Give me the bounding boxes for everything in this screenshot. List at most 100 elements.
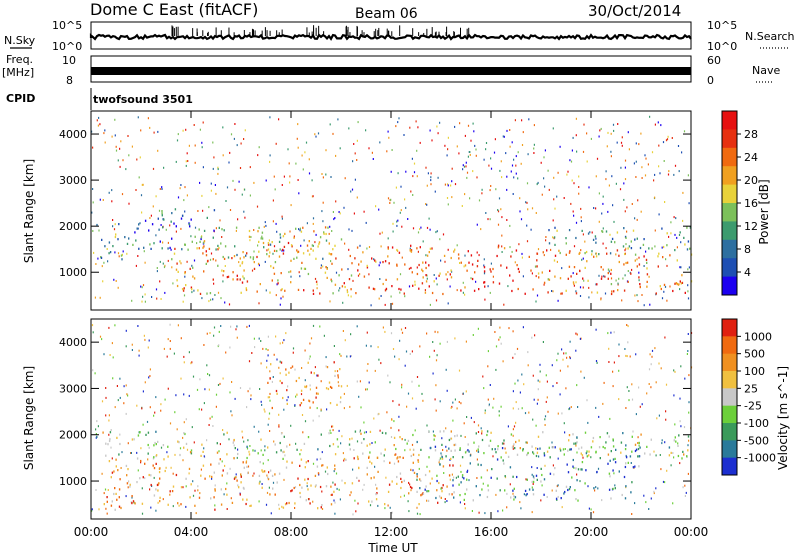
band-echo bbox=[143, 246, 145, 249]
sparse-echo bbox=[244, 129, 246, 132]
sparse-echo bbox=[356, 380, 358, 383]
band-echo bbox=[632, 229, 635, 232]
band-echo bbox=[260, 237, 262, 240]
band-echo bbox=[519, 447, 521, 450]
sparse-echo bbox=[352, 513, 354, 516]
band-echo bbox=[646, 285, 648, 288]
band-echo bbox=[220, 242, 222, 245]
sparse-echo bbox=[527, 153, 529, 156]
band-echo bbox=[330, 253, 332, 256]
band-echo bbox=[610, 497, 612, 500]
band-echo bbox=[515, 440, 517, 444]
band-echo bbox=[279, 236, 282, 239]
band-echo bbox=[222, 469, 224, 472]
sparse-echo bbox=[262, 462, 264, 465]
sparse-echo bbox=[601, 499, 603, 502]
sparse-echo bbox=[658, 144, 660, 147]
sparse-echo bbox=[396, 220, 398, 223]
sparse-echo bbox=[300, 244, 302, 247]
band-echo bbox=[320, 506, 322, 509]
sparse-echo bbox=[278, 118, 280, 121]
sparse-echo bbox=[343, 407, 345, 410]
band-echo bbox=[387, 246, 389, 249]
sparse-echo bbox=[183, 421, 185, 424]
sparse-echo bbox=[641, 294, 643, 296]
sparse-echo bbox=[654, 123, 656, 126]
sparse-echo bbox=[661, 442, 663, 445]
sparse-echo bbox=[488, 403, 490, 406]
sparse-echo bbox=[493, 151, 496, 154]
band-echo bbox=[532, 451, 534, 454]
band-echo bbox=[625, 236, 627, 239]
sparse-echo bbox=[498, 410, 500, 413]
sparse-echo bbox=[367, 363, 369, 365]
band-echo bbox=[504, 489, 506, 492]
sparse-echo bbox=[380, 362, 382, 365]
band-echo bbox=[569, 486, 571, 489]
sparse-echo bbox=[157, 130, 159, 133]
sparse-echo bbox=[592, 511, 595, 514]
sparse-echo bbox=[439, 121, 441, 124]
band-echo bbox=[606, 432, 609, 435]
band-echo bbox=[569, 250, 571, 253]
sparse-echo bbox=[467, 124, 470, 127]
band-echo bbox=[549, 456, 551, 459]
band-echo bbox=[413, 471, 416, 474]
band-echo bbox=[299, 464, 301, 467]
band-echo bbox=[346, 291, 349, 294]
band-echo bbox=[369, 460, 371, 463]
sparse-echo bbox=[512, 330, 514, 333]
sparse-echo bbox=[225, 200, 227, 202]
band-echo bbox=[461, 456, 464, 459]
sparse-echo bbox=[429, 129, 431, 132]
band-echo bbox=[533, 477, 535, 480]
sparse-echo bbox=[301, 414, 304, 416]
sparse-echo bbox=[578, 175, 580, 178]
band-echo bbox=[285, 373, 287, 376]
nave-tick-top: 60 bbox=[707, 54, 721, 67]
sparse-echo bbox=[635, 160, 637, 163]
sparse-echo bbox=[664, 201, 666, 203]
band-echo bbox=[106, 496, 108, 499]
sparse-echo bbox=[141, 300, 143, 303]
sparse-echo bbox=[235, 328, 237, 331]
sparse-echo bbox=[267, 335, 269, 338]
sparse-echo bbox=[213, 156, 215, 159]
band-echo bbox=[536, 478, 538, 481]
band-echo bbox=[396, 457, 398, 460]
sparse-echo bbox=[445, 427, 447, 430]
sparse-echo bbox=[546, 496, 548, 498]
sparse-echo bbox=[458, 369, 461, 372]
sparse-echo bbox=[346, 355, 348, 358]
sparse-echo bbox=[419, 141, 421, 144]
band-echo bbox=[327, 387, 330, 391]
band-echo bbox=[374, 441, 376, 444]
band-echo bbox=[614, 461, 617, 464]
sparse-echo bbox=[613, 331, 615, 334]
sparse-echo bbox=[295, 162, 297, 165]
sparse-echo bbox=[605, 170, 607, 173]
band-echo bbox=[403, 479, 405, 482]
sparse-echo bbox=[463, 265, 465, 268]
band-echo bbox=[536, 259, 538, 262]
band-echo bbox=[620, 441, 623, 444]
sparse-echo bbox=[476, 251, 478, 254]
sparse-echo bbox=[595, 252, 597, 255]
band-echo bbox=[274, 261, 277, 264]
band-echo bbox=[214, 489, 216, 492]
sparse-echo bbox=[356, 159, 358, 161]
nsky-label: N.Sky bbox=[4, 34, 36, 47]
band-echo bbox=[179, 260, 181, 263]
sparse-echo bbox=[329, 429, 331, 432]
sparse-echo bbox=[536, 294, 539, 297]
sparse-echo bbox=[341, 435, 343, 438]
sparse-echo bbox=[495, 345, 498, 348]
sparse-echo bbox=[442, 449, 444, 451]
band-echo bbox=[375, 493, 377, 496]
band-echo bbox=[198, 496, 201, 499]
sparse-echo bbox=[464, 293, 466, 296]
sparse-echo bbox=[182, 459, 184, 462]
band-echo bbox=[425, 485, 427, 488]
sparse-echo bbox=[531, 511, 533, 514]
band-echo bbox=[630, 491, 632, 494]
